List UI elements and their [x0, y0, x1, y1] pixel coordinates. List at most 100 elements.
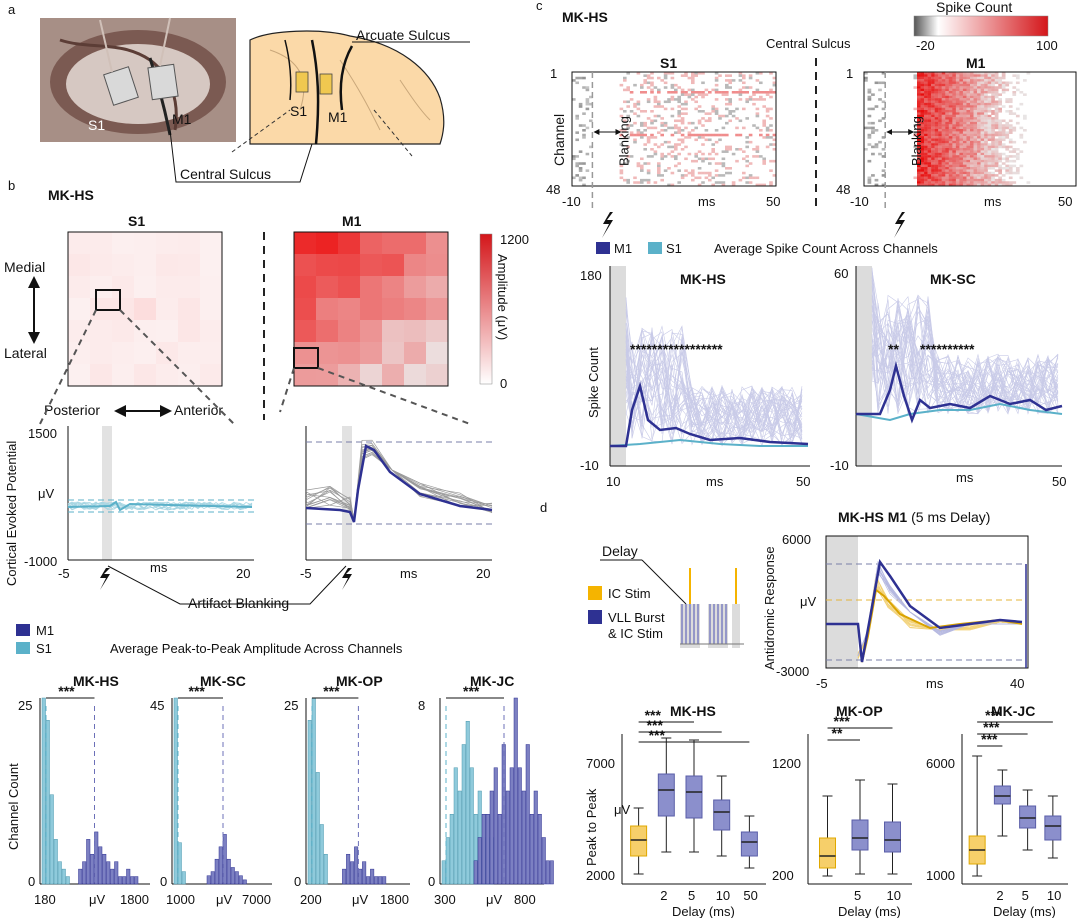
m1-selected-electrode: [293, 347, 319, 369]
m1-cell: [294, 298, 316, 320]
raster-cell: [959, 178, 964, 182]
raster-cell: [931, 119, 935, 123]
raster-cell: [701, 117, 705, 120]
box-xtick: 10: [716, 888, 730, 903]
raster-cell: [945, 81, 949, 85]
m1-bar: [110, 868, 115, 885]
raster-cell: [1008, 155, 1013, 158]
raster-cell: [633, 133, 637, 137]
raster-cell: [680, 112, 685, 115]
m1-bar: [505, 790, 510, 885]
s1-cell: [200, 232, 222, 254]
raster-cell: [633, 105, 637, 108]
raster-cell: [874, 143, 879, 146]
raster-cell: [970, 140, 974, 144]
raster-cell: [938, 91, 942, 94]
raster-cell: [938, 93, 942, 96]
raster-cell: [991, 100, 995, 104]
raster-cell: [1001, 178, 1006, 182]
raster-cell: [920, 95, 925, 99]
raster-cell: [991, 88, 995, 92]
raster-cell: [966, 178, 971, 182]
raster-cell: [1015, 81, 1020, 85]
s1-cell: [134, 320, 156, 342]
raster-cell: [959, 183, 964, 187]
raster-cell: [998, 100, 1002, 104]
raster-cell: [680, 119, 685, 123]
raster-cell: [955, 72, 960, 75]
raster-cell: [718, 114, 722, 118]
c-legend-s1-swatch: [648, 242, 662, 254]
raster-cell: [959, 72, 964, 75]
raster-cell: [1001, 152, 1006, 156]
hist-ymin: 0: [28, 874, 35, 889]
box-title: MK-JC: [991, 703, 1035, 719]
raster-cell: [991, 76, 995, 80]
raster-cell: [1008, 159, 1013, 163]
channel-trace: [871, 323, 1059, 410]
raster-cell: [765, 126, 770, 130]
raster-cell: [742, 81, 746, 85]
raster-cell: [941, 81, 946, 85]
raster-cell: [948, 136, 953, 139]
s1-cep-plot: [67, 426, 254, 561]
raster-cell: [650, 148, 654, 151]
raster-cell: [920, 169, 925, 172]
m1-cell: [426, 320, 448, 342]
raster-cell: [938, 164, 942, 168]
raster-cell: [959, 174, 964, 177]
box-xlabel: Delay (ms): [838, 904, 901, 918]
raster-cell: [708, 157, 712, 161]
raster-cell: [917, 79, 921, 82]
amplitude-colorbar: [479, 233, 493, 385]
raster-cell: [1008, 171, 1013, 175]
raster-cell: [1023, 114, 1027, 118]
raster-cell: [636, 131, 641, 134]
raster-cell: [955, 155, 960, 158]
raster-cell: [653, 143, 658, 146]
raster-cell: [941, 176, 946, 180]
c-hs-ymin: -10: [580, 458, 599, 473]
raster-cell: [938, 178, 942, 182]
raster-cell: [708, 174, 712, 177]
raster-cell: [704, 171, 709, 175]
raster-cell: [948, 119, 953, 123]
raster-cell: [714, 79, 719, 82]
raster-cell: [931, 112, 935, 115]
raster-cell: [670, 145, 675, 149]
raster-cell: [704, 129, 709, 132]
raster-cell: [952, 86, 957, 89]
raster-cell: [973, 133, 978, 137]
raster-cell: [984, 107, 988, 111]
raster-cell: [941, 159, 946, 163]
raster-cell: [1019, 164, 1024, 168]
raster-cell: [759, 91, 763, 94]
raster-cell: [945, 171, 949, 175]
raster-cell: [1023, 79, 1027, 82]
raster-cell: [931, 176, 935, 180]
raster-cell: [952, 102, 957, 106]
raster-cell: [920, 150, 925, 153]
raster-cell: [913, 145, 918, 149]
raster-cell: [619, 107, 624, 111]
raster-cell: [931, 83, 935, 87]
raster-cell: [691, 178, 695, 182]
raster-cell: [987, 74, 992, 77]
raster-cell: [924, 181, 928, 184]
m1-bar: [481, 814, 486, 885]
raster-cell: [998, 124, 1002, 127]
raster-cell: [980, 143, 985, 146]
raster-cell: [973, 110, 978, 113]
raster-cell: [684, 174, 688, 177]
raster-cell: [680, 88, 685, 92]
raster-cell: [987, 159, 992, 163]
raster-cell: [945, 152, 949, 156]
raster-cell: [938, 88, 942, 92]
raster-cell: [917, 110, 921, 113]
raster-cell: [636, 181, 641, 184]
raster-cell: [955, 157, 960, 161]
raster-cell: [738, 119, 743, 123]
raster-cell: [973, 150, 978, 153]
raster-cell: [962, 164, 967, 168]
raster-cell: [955, 138, 960, 142]
